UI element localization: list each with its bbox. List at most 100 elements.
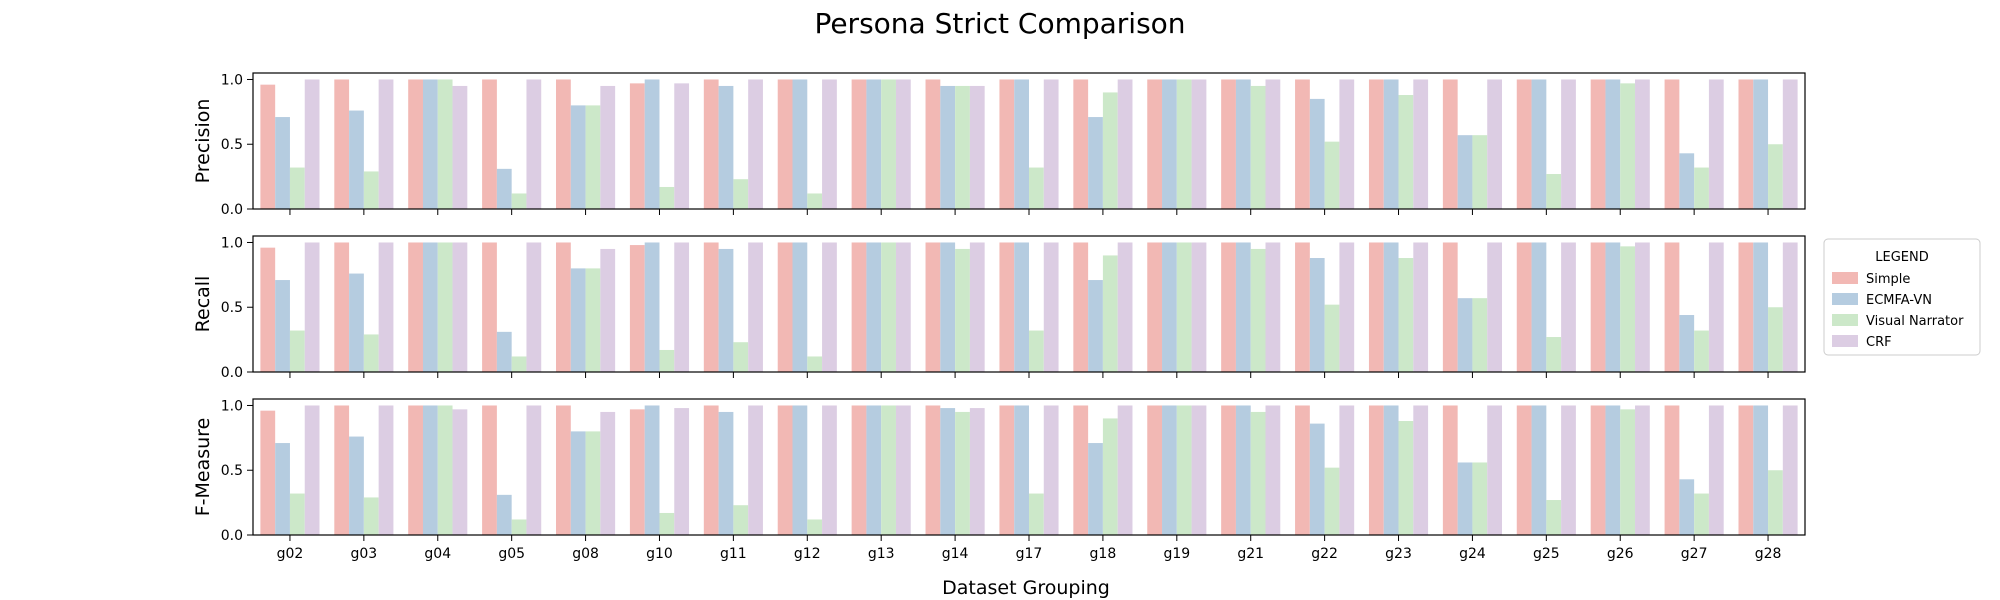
panel-precision: 0.0 0.5 1.0 Precision: [192, 72, 1806, 218]
bar: [822, 405, 837, 535]
bar: [1708, 79, 1724, 209]
bar: [1635, 242, 1650, 372]
bar: [644, 242, 660, 372]
bar: [1147, 242, 1163, 372]
bar: [1708, 242, 1724, 372]
bar: [1191, 242, 1207, 372]
bar: [1413, 79, 1429, 209]
bar: [940, 242, 956, 372]
bar: [999, 405, 1015, 535]
bar: [526, 79, 542, 209]
bar: [585, 105, 601, 209]
chart-panels: 0.0 0.5 1.0 Precision 0.0 0.5 1.0 Recall 0.0 0.5 1…: [192, 72, 1806, 562]
bar: [482, 405, 497, 535]
bar: [1339, 242, 1355, 372]
y-tick-label: 0.0: [221, 202, 243, 218]
bar: [1383, 405, 1399, 535]
legend-entry-label: ECMFA-VN: [1866, 293, 1932, 308]
bar: [422, 79, 438, 209]
bar: [570, 105, 586, 209]
bar: [1590, 242, 1606, 372]
bar: [1768, 470, 1783, 535]
bar: [1176, 405, 1192, 535]
bar: [969, 408, 985, 535]
bar: [482, 79, 497, 209]
bar: [851, 242, 867, 372]
bar: [1472, 298, 1488, 372]
bar: [304, 405, 320, 535]
bar: [1073, 79, 1089, 209]
bar: [703, 79, 719, 209]
bar: [807, 519, 823, 535]
bar: [1708, 405, 1724, 535]
bar: [334, 405, 350, 535]
legend-box: [1823, 238, 1981, 356]
bar: [1221, 242, 1236, 372]
bar: [999, 79, 1015, 209]
bar: [1635, 79, 1650, 209]
bar: [1295, 242, 1310, 372]
bar: [1398, 421, 1414, 535]
bar: [363, 497, 379, 535]
bar: [1753, 405, 1769, 535]
legend: LEGEND Simple ECMFA-VN Visual Narrator CRF: [1823, 238, 1981, 356]
bar: [1782, 242, 1798, 372]
bar: [378, 242, 394, 372]
bar: [482, 242, 497, 372]
bar: [1487, 405, 1502, 535]
bar: [1088, 443, 1103, 535]
bar: [1162, 242, 1177, 372]
bar: [585, 431, 601, 535]
bar: [452, 242, 468, 372]
bar: [1768, 307, 1783, 372]
bar: [452, 85, 468, 209]
x-tick-label: g27: [1681, 546, 1708, 562]
bar: [1014, 242, 1029, 372]
bar: [1368, 405, 1384, 535]
bar: [260, 410, 276, 535]
bar: [1782, 79, 1798, 209]
y-tick-label: 1.0: [221, 72, 243, 88]
bar: [703, 405, 719, 535]
bar: [659, 512, 675, 535]
bar: [644, 79, 660, 209]
x-tick-label: g12: [794, 546, 821, 562]
bar: [1664, 79, 1680, 209]
bar: [1605, 242, 1621, 372]
bar: [925, 242, 941, 372]
bar: [1442, 405, 1458, 535]
bar: [748, 405, 763, 535]
y-tick-label: 0.0: [221, 365, 243, 381]
bar: [792, 405, 808, 535]
bar: [1531, 405, 1547, 535]
bar: [955, 85, 970, 209]
bar: [437, 405, 453, 535]
bar: [925, 79, 941, 209]
bar: [1753, 79, 1769, 209]
bar: [1457, 462, 1473, 535]
bar: [275, 443, 290, 535]
bar: [304, 79, 320, 209]
bar: [1620, 83, 1636, 209]
bar: [703, 242, 719, 372]
bar: [511, 193, 527, 209]
bar: [1516, 405, 1532, 535]
bar: [600, 248, 616, 372]
bar: [1176, 79, 1192, 209]
bar: [1531, 242, 1547, 372]
bar: [437, 79, 453, 209]
bar: [496, 168, 512, 209]
bar: [1029, 330, 1044, 372]
bar: [674, 408, 690, 535]
bar: [1413, 405, 1429, 535]
x-tick-label: g25: [1533, 546, 1560, 562]
x-tick-label: g17: [1016, 546, 1043, 562]
bar: [1162, 79, 1177, 209]
bar: [1309, 98, 1325, 209]
bar: [1147, 79, 1163, 209]
bar: [1102, 92, 1118, 209]
bar: [777, 405, 793, 535]
bar: [1088, 280, 1103, 372]
bar: [644, 405, 660, 535]
